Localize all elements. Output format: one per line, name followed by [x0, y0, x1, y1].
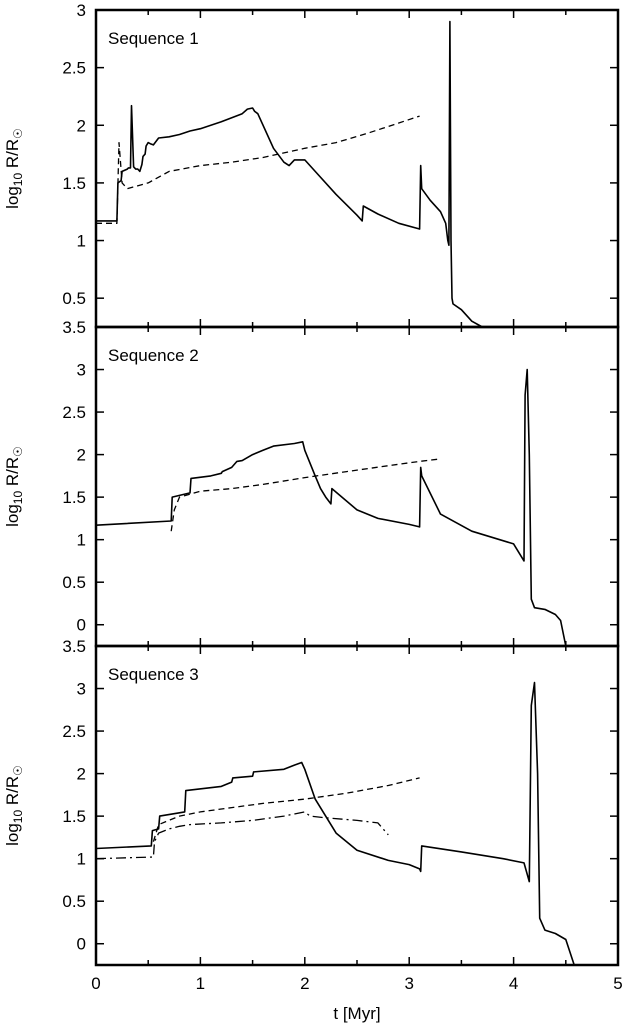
x-tick-label: 2 [300, 974, 309, 993]
y-tick-label: 1 [77, 531, 86, 550]
y-tick-label: 2 [77, 116, 86, 135]
plot-frame [94, 8, 620, 329]
y-tick-label: 2.5 [62, 59, 86, 78]
y-tick-label: 0.5 [62, 573, 86, 592]
series-line-solid [96, 20, 486, 328]
y-tick-label: 2 [77, 446, 86, 465]
y-tick-label: 3.5 [62, 318, 86, 337]
y-tick-label: 3 [77, 680, 86, 699]
series-line-dashed [96, 115, 420, 224]
x-tick-label: 3 [404, 974, 413, 993]
y-axis-label: log10 R/R☉ [3, 446, 25, 527]
y-tick-label: 0.5 [62, 289, 86, 308]
plot-frame [94, 325, 620, 648]
x-tick-label: 1 [196, 974, 205, 993]
y-tick-label: 2.5 [62, 403, 86, 422]
y-tick-label: 0.5 [62, 892, 86, 911]
x-tick-label: 5 [613, 974, 622, 993]
y-tick-label: 1.5 [62, 488, 86, 507]
y-tick-label: 3 [77, 1, 86, 20]
y-axis-label: log10 R/R☉ [3, 765, 25, 846]
y-axis-label: log10 R/R☉ [3, 128, 25, 209]
panel-title: Sequence 1 [108, 29, 199, 48]
y-tick-label: 1 [77, 232, 86, 251]
y-tick-label: 1 [77, 850, 86, 869]
plot-frame [94, 644, 620, 967]
x-axis-label: t [Myr] [333, 1004, 380, 1023]
series-line-solid [95, 681, 575, 966]
panel-title: Sequence 3 [108, 665, 199, 684]
series-line-dashed [170, 458, 441, 532]
x-tick-label: 0 [91, 974, 100, 993]
series-line-solid [95, 368, 567, 647]
series-line-dashed [152, 777, 420, 842]
y-tick-label: 1.5 [62, 807, 86, 826]
y-tick-label: 0 [77, 616, 86, 635]
y-tick-label: 3.5 [62, 637, 86, 656]
y-tick-label: 0 [77, 935, 86, 954]
y-tick-label: 1.5 [62, 174, 86, 193]
y-tick-label: 2.5 [62, 722, 86, 741]
y-tick-label: 3 [77, 361, 86, 380]
series-line-dashdot [95, 811, 389, 860]
panel-title: Sequence 2 [108, 346, 199, 365]
x-tick-label: 4 [509, 974, 518, 993]
y-tick-label: 2 [77, 765, 86, 784]
